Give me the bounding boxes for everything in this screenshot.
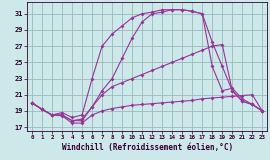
X-axis label: Windchill (Refroidissement éolien,°C): Windchill (Refroidissement éolien,°C) [62,143,233,152]
